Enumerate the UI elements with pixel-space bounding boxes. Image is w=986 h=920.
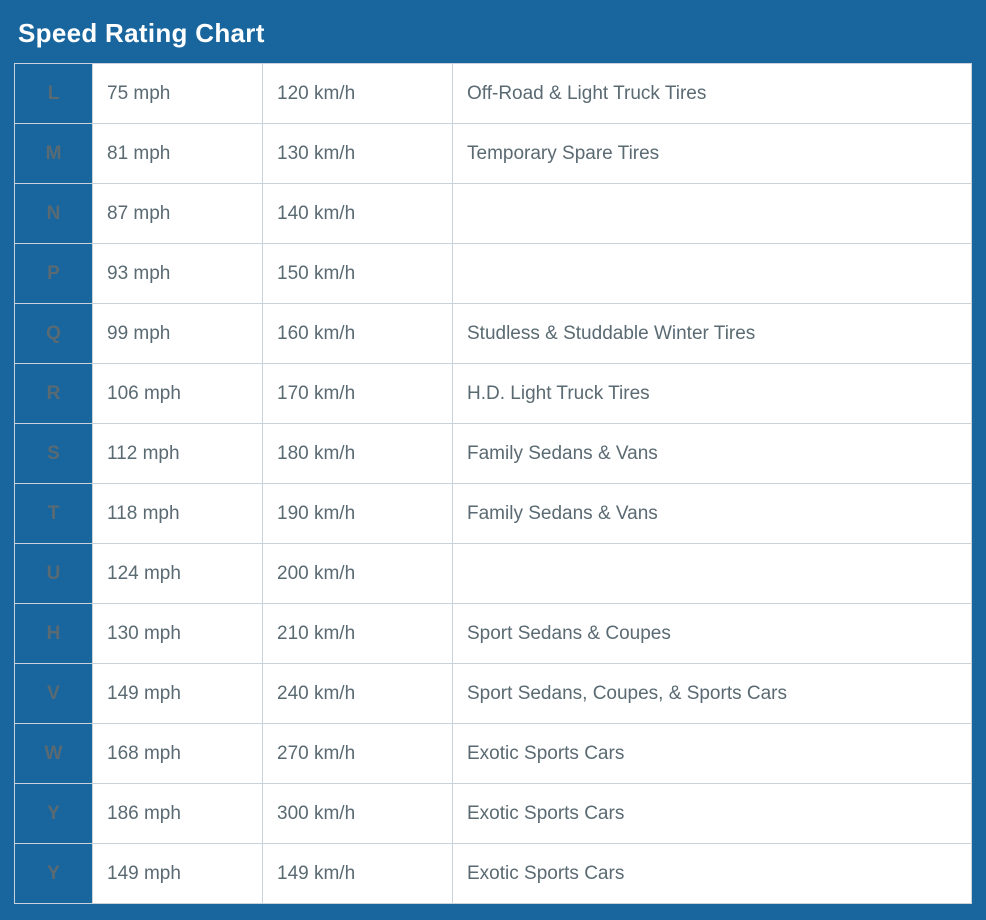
kmh-cell: 150 km/h xyxy=(263,244,453,304)
rating-cell: U xyxy=(15,544,93,604)
mph-cell: 99 mph xyxy=(93,304,263,364)
rating-cell: L xyxy=(15,64,93,124)
kmh-cell: 160 km/h xyxy=(263,304,453,364)
description-cell xyxy=(453,184,972,244)
description-cell xyxy=(453,544,972,604)
description-cell: Sport Sedans & Coupes xyxy=(453,604,972,664)
kmh-cell: 170 km/h xyxy=(263,364,453,424)
rating-cell: Q xyxy=(15,304,93,364)
description-cell: Sport Sedans, Coupes, & Sports Cars xyxy=(453,664,972,724)
mph-cell: 75 mph xyxy=(93,64,263,124)
table-row: M81 mph130 km/hTemporary Spare Tires xyxy=(15,124,972,184)
mph-cell: 168 mph xyxy=(93,724,263,784)
mph-cell: 87 mph xyxy=(93,184,263,244)
kmh-cell: 240 km/h xyxy=(263,664,453,724)
speed-rating-table: L75 mph120 km/hOff-Road & Light Truck Ti… xyxy=(14,63,972,904)
description-cell: Exotic Sports Cars xyxy=(453,724,972,784)
kmh-cell: 140 km/h xyxy=(263,184,453,244)
mph-cell: 130 mph xyxy=(93,604,263,664)
rating-cell: V xyxy=(15,664,93,724)
table-row: P93 mph150 km/h xyxy=(15,244,972,304)
rating-cell: R xyxy=(15,364,93,424)
kmh-cell: 270 km/h xyxy=(263,724,453,784)
kmh-cell: 300 km/h xyxy=(263,784,453,844)
kmh-cell: 180 km/h xyxy=(263,424,453,484)
description-cell: Temporary Spare Tires xyxy=(453,124,972,184)
table-row: S112 mph180 km/hFamily Sedans & Vans xyxy=(15,424,972,484)
speed-rating-chart: Speed Rating Chart L75 mph120 km/hOff-Ro… xyxy=(0,0,986,920)
mph-cell: 124 mph xyxy=(93,544,263,604)
table-row: W168 mph270 km/hExotic Sports Cars xyxy=(15,724,972,784)
table-row: V149 mph240 km/hSport Sedans, Coupes, & … xyxy=(15,664,972,724)
mph-cell: 186 mph xyxy=(93,784,263,844)
rating-cell: T xyxy=(15,484,93,544)
mph-cell: 106 mph xyxy=(93,364,263,424)
description-cell: Family Sedans & Vans xyxy=(453,484,972,544)
chart-title: Speed Rating Chart xyxy=(14,14,972,63)
description-cell xyxy=(453,244,972,304)
kmh-cell: 190 km/h xyxy=(263,484,453,544)
kmh-cell: 200 km/h xyxy=(263,544,453,604)
mph-cell: 149 mph xyxy=(93,664,263,724)
table-row: T118 mph190 km/hFamily Sedans & Vans xyxy=(15,484,972,544)
kmh-cell: 120 km/h xyxy=(263,64,453,124)
kmh-cell: 210 km/h xyxy=(263,604,453,664)
description-cell: Off-Road & Light Truck Tires xyxy=(453,64,972,124)
mph-cell: 93 mph xyxy=(93,244,263,304)
rating-cell: S xyxy=(15,424,93,484)
table-row: L75 mph120 km/hOff-Road & Light Truck Ti… xyxy=(15,64,972,124)
rating-cell: Y xyxy=(15,784,93,844)
table-row: U124 mph200 km/h xyxy=(15,544,972,604)
kmh-cell: 130 km/h xyxy=(263,124,453,184)
table-row: Q99 mph160 km/hStudless & Studdable Wint… xyxy=(15,304,972,364)
description-cell: Family Sedans & Vans xyxy=(453,424,972,484)
rating-cell: P xyxy=(15,244,93,304)
table-row: N87 mph140 km/h xyxy=(15,184,972,244)
table-row: R106 mph170 km/hH.D. Light Truck Tires xyxy=(15,364,972,424)
rating-cell: N xyxy=(15,184,93,244)
table-row: H130 mph210 km/hSport Sedans & Coupes xyxy=(15,604,972,664)
rating-cell: H xyxy=(15,604,93,664)
table-body: L75 mph120 km/hOff-Road & Light Truck Ti… xyxy=(15,64,972,904)
mph-cell: 112 mph xyxy=(93,424,263,484)
description-cell: Studless & Studdable Winter Tires xyxy=(453,304,972,364)
description-cell: H.D. Light Truck Tires xyxy=(453,364,972,424)
mph-cell: 118 mph xyxy=(93,484,263,544)
rating-cell: M xyxy=(15,124,93,184)
table-row: Y186 mph300 km/hExotic Sports Cars xyxy=(15,784,972,844)
mph-cell: 81 mph xyxy=(93,124,263,184)
rating-cell: W xyxy=(15,724,93,784)
description-cell: Exotic Sports Cars xyxy=(453,784,972,844)
